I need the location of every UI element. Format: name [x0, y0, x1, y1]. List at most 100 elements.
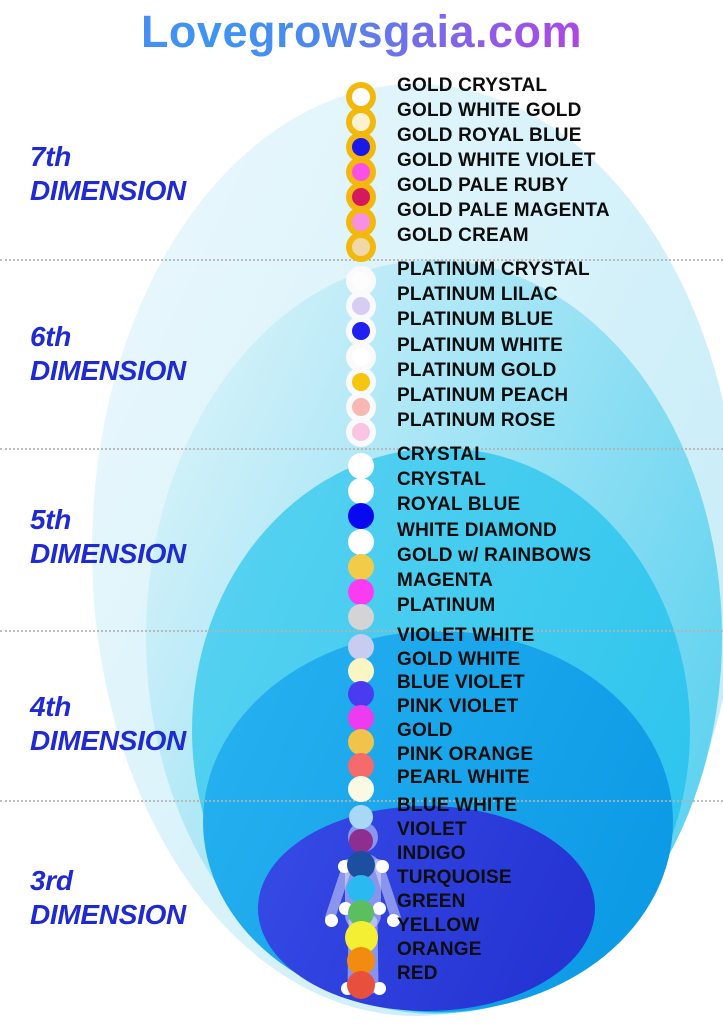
joint-dot [372, 901, 386, 915]
dimension-4-label-ordinal: 4th [30, 691, 72, 722]
joint-dot [375, 859, 389, 873]
chakra-dot [348, 503, 374, 529]
chakra-label: GOLD WHITE GOLD [397, 100, 582, 121]
dimension-7-label-word: DIMENSION [30, 175, 186, 206]
chakra-dot [348, 478, 374, 504]
chakra-dot [348, 705, 374, 731]
chakra-label: WHITE DIAMOND [397, 520, 557, 541]
dimension-3-ellipse [258, 806, 595, 1011]
chakra-label: BLUE VIOLET [397, 672, 525, 693]
chakra-dot-inner [352, 88, 370, 106]
chakra-label: PLATINUM LILAC [397, 284, 558, 305]
chakra-label: PLATINUM GOLD [397, 360, 557, 381]
chakra-dot-inner [352, 348, 370, 366]
chakra-dot-inner [352, 213, 370, 231]
joint-dot [372, 981, 386, 995]
chakra-label: INDIGO [397, 843, 466, 864]
dimension-6-label-ordinal: 6th [30, 321, 72, 352]
chakra-dot-inner [352, 163, 370, 181]
site-title: Lovegrowsgaia.com [0, 6, 723, 58]
chakra-dot [348, 658, 374, 684]
chakra-label: VIOLET WHITE [397, 625, 535, 646]
chakra-label: RED [397, 963, 438, 984]
dimension-7-label-ordinal: 7th [30, 141, 72, 172]
chakra-dot-inner [352, 297, 370, 315]
chakra-dot-inner [352, 238, 370, 256]
dimension-5-label: 5th DIMENSION [30, 503, 250, 571]
chakra-dot-inner [352, 423, 370, 441]
dimension-3-label-ordinal: 3rd [30, 865, 73, 896]
chakra-label: CRYSTAL [397, 444, 487, 465]
chakra-label: VIOLET [397, 819, 467, 840]
chakra-label: PLATINUM ROSE [397, 410, 556, 431]
chakra-dot [347, 971, 375, 999]
chakra-dot [346, 82, 376, 112]
chakra-label: GOLD CRYSTAL [397, 75, 548, 96]
chakra-dot [346, 232, 376, 262]
chakra-dot-inner [352, 188, 370, 206]
chakra-dot-inner [352, 398, 370, 416]
joint-dot [386, 913, 400, 927]
chakra-label: GOLD [397, 720, 453, 741]
chakra-label: BLUE WHITE [397, 795, 518, 816]
chakra-label: PLATINUM BLUE [397, 309, 554, 330]
chakra-label: GOLD PALE MAGENTA [397, 200, 610, 221]
chakra-dot [346, 367, 376, 397]
joint-dot [324, 913, 338, 927]
chakra-dot [346, 392, 376, 422]
dimension-5-label-ordinal: 5th [30, 504, 72, 535]
chakra-dot [348, 634, 374, 660]
chakra-dot [348, 681, 374, 707]
chakra-dot [347, 947, 375, 975]
chakra-label: PLATINUM [397, 595, 496, 616]
chakra-dot-inner [352, 373, 370, 391]
dimension-4-label-word: DIMENSION [30, 725, 186, 756]
chakra-label: YELLOW [397, 915, 480, 936]
chakra-label: GOLD WHITE VIOLET [397, 150, 596, 171]
chakra-dot [348, 453, 374, 479]
chakra-dot [346, 417, 376, 447]
chakra-label: MAGENTA [397, 570, 494, 591]
chakra-dot [348, 729, 374, 755]
chakra-label: PLATINUM WHITE [397, 335, 564, 356]
chakra-dot-inner [352, 138, 370, 156]
chakra-label: ROYAL BLUE [397, 494, 521, 515]
chakra-dot [348, 554, 374, 580]
chakra-label: GOLD w/ RAINBOWS [397, 545, 592, 566]
chakra-dot-inner [352, 113, 370, 131]
chakra-label: PLATINUM PEACH [397, 385, 569, 406]
chakra-label: PEARL WHITE [397, 767, 530, 788]
chakra-dot [348, 776, 374, 802]
chakra-label: GOLD WHITE [397, 649, 521, 670]
dimension-separator [0, 448, 723, 450]
dimension-3-label-word: DIMENSION [30, 899, 186, 930]
chakra-label: PINK ORANGE [397, 744, 534, 765]
dimension-separator [0, 630, 723, 632]
chakra-dot [348, 579, 374, 605]
chakra-label: PLATINUM CRYSTAL [397, 259, 590, 280]
dimension-6-label: 6th DIMENSION [30, 320, 250, 388]
chakra-label: GOLD CREAM [397, 225, 529, 246]
chakra-dot [348, 753, 374, 779]
chakra-dot [348, 604, 374, 630]
chakra-label: GREEN [397, 891, 466, 912]
chakra-label: GOLD PALE RUBY [397, 175, 569, 196]
chakra-label: PINK VIOLET [397, 696, 519, 717]
chakra-dot-inner [352, 272, 370, 290]
chakra-dot [347, 875, 375, 903]
dimension-5-label-word: DIMENSION [30, 538, 186, 569]
chakra-label: ORANGE [397, 939, 482, 960]
chakra-dot [346, 316, 376, 346]
chakra-label: GOLD ROYAL BLUE [397, 125, 582, 146]
chakra-dot [348, 529, 374, 555]
chakra-dot-inner [352, 322, 370, 340]
chakra-dot [349, 805, 373, 829]
chakra-dot [349, 829, 373, 853]
dimension-6-label-word: DIMENSION [30, 355, 186, 386]
chakra-label: TURQUOISE [397, 867, 512, 888]
chakra-dot [347, 851, 375, 879]
dimension-4-label: 4th DIMENSION [30, 690, 250, 758]
chakra-label: CRYSTAL [397, 469, 487, 490]
dimension-3-label: 3rd DIMENSION [30, 864, 250, 932]
